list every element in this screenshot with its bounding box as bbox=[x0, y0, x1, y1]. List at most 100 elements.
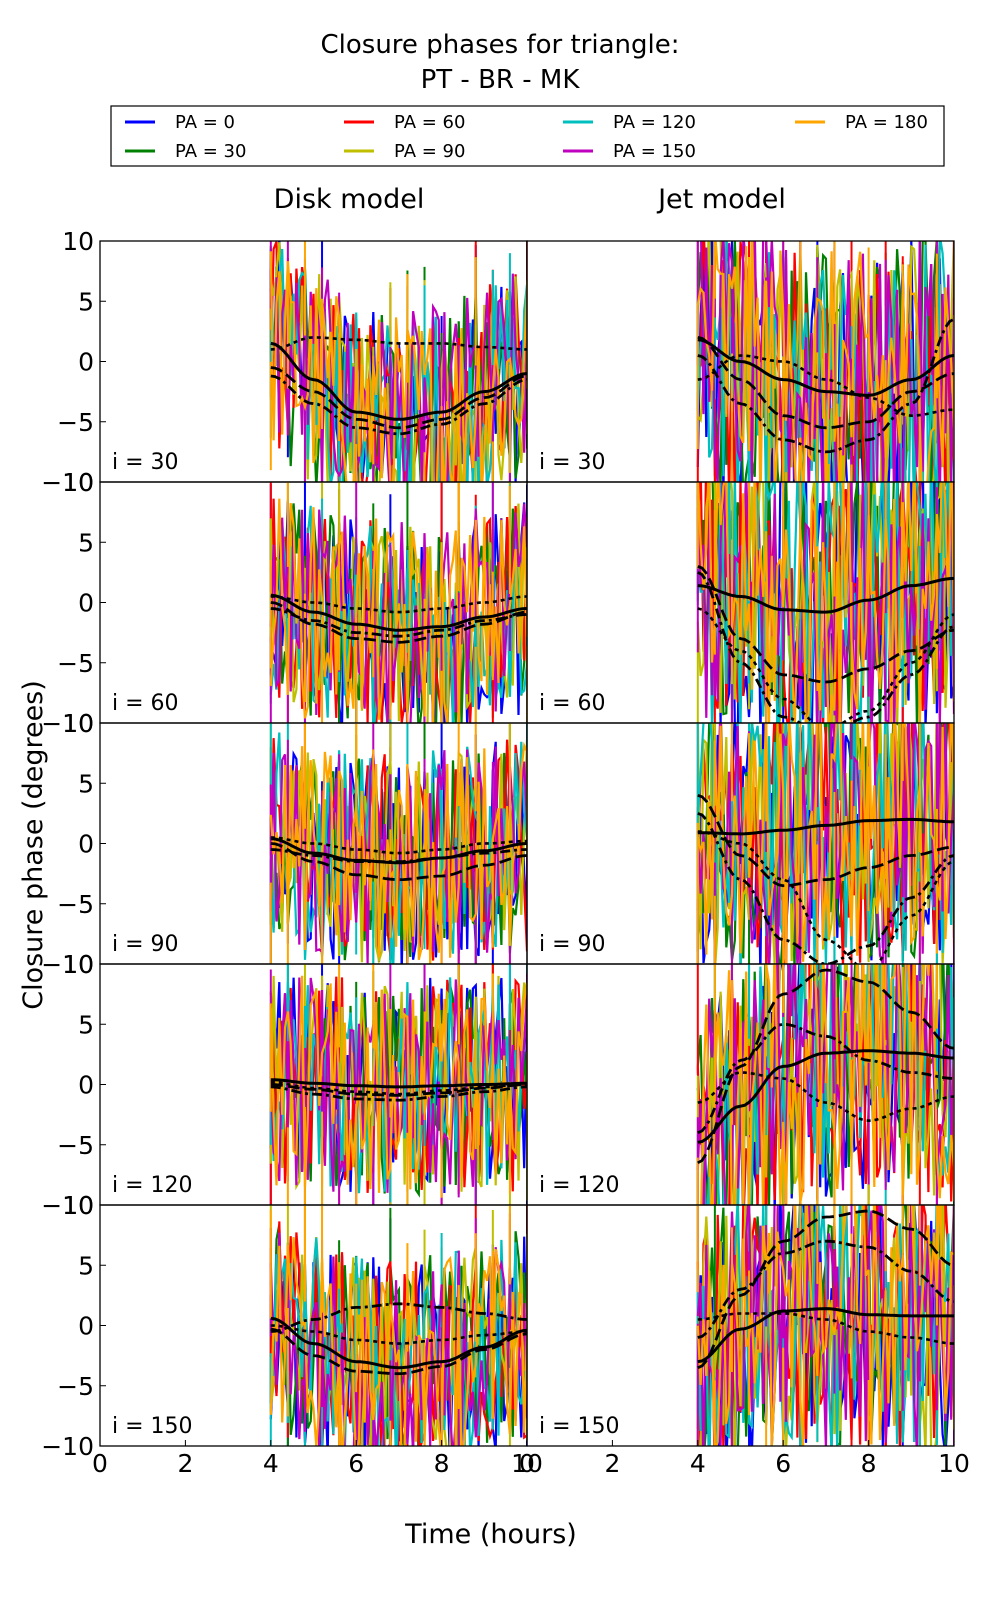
model-curve bbox=[270, 1085, 527, 1102]
x-tick-label: 6 bbox=[775, 1449, 791, 1478]
series-pa-60 bbox=[696, 723, 954, 964]
x-tick-label: 10 bbox=[938, 1449, 970, 1478]
y-tick-label: −10 bbox=[41, 709, 94, 738]
y-tick-label: −10 bbox=[41, 1432, 94, 1461]
y-tick-label: −10 bbox=[41, 1191, 94, 1220]
inclination-label: i = 60 bbox=[112, 691, 179, 716]
legend-entry-label: PA = 180 bbox=[845, 112, 928, 133]
model-curve bbox=[697, 817, 954, 836]
model-curve bbox=[270, 1078, 527, 1089]
model-curve bbox=[270, 836, 527, 855]
column-title-jet: Jet model bbox=[656, 184, 786, 215]
model-curve bbox=[697, 793, 954, 888]
panel-frame bbox=[526, 1204, 955, 1447]
chart-title-line-2: PT - BR - MK bbox=[421, 65, 581, 95]
panel-disk-i60: i = 60 bbox=[99, 481, 528, 724]
series-pa-120 bbox=[696, 241, 954, 482]
x-tick-label: 10 bbox=[511, 1449, 543, 1478]
y-tick-label: −10 bbox=[41, 468, 94, 497]
panel-jet-i90: i = 90 bbox=[526, 722, 955, 965]
model-curve bbox=[270, 848, 527, 863]
series-pa-60 bbox=[269, 241, 527, 482]
y-tick-label: 0 bbox=[78, 1312, 94, 1341]
column-title-disk: Disk model bbox=[274, 184, 425, 215]
series-pa-180 bbox=[696, 241, 954, 482]
panel-disk-i120: i = 120 bbox=[99, 963, 528, 1206]
series-pa-180 bbox=[696, 1205, 954, 1446]
model-curve bbox=[697, 812, 954, 964]
series-pa-60 bbox=[696, 241, 954, 482]
tick-labels: −10−50510−10−50510−10−50510−10−50510−10−… bbox=[41, 227, 970, 1478]
x-tick-label: 4 bbox=[263, 1449, 279, 1478]
model-curve bbox=[697, 1049, 954, 1144]
model-curve bbox=[270, 1324, 527, 1345]
panel-disk-i90: i = 90 bbox=[99, 722, 528, 965]
panel-jet-i60: i = 60 bbox=[526, 481, 955, 724]
y-tick-label: −5 bbox=[57, 649, 94, 678]
panel-jet-i150: i = 150 bbox=[526, 1204, 955, 1447]
inclination-label: i = 150 bbox=[539, 1414, 620, 1439]
inclination-label: i = 60 bbox=[539, 691, 606, 716]
x-tick-label: 8 bbox=[861, 1449, 877, 1478]
x-tick-label: 6 bbox=[348, 1449, 364, 1478]
y-tick-label: −5 bbox=[57, 408, 94, 437]
model-curve bbox=[270, 1302, 527, 1333]
x-tick-label: 2 bbox=[604, 1449, 620, 1478]
panel-disk-i30: i = 30 bbox=[99, 240, 528, 483]
model-curve bbox=[270, 842, 527, 881]
x-tick-label: 0 bbox=[92, 1449, 108, 1478]
model-curve bbox=[270, 601, 527, 644]
series-pa-150 bbox=[696, 1205, 954, 1446]
model-curve bbox=[270, 593, 527, 632]
y-tick-label: 0 bbox=[78, 1071, 94, 1100]
series-pa-180 bbox=[269, 741, 527, 964]
model-curve bbox=[270, 607, 527, 638]
model-curve bbox=[697, 1209, 954, 1369]
model-curve bbox=[270, 1327, 527, 1376]
x-axis-label: Time (hours) bbox=[404, 1519, 577, 1550]
inclination-label: i = 120 bbox=[539, 1173, 620, 1198]
model-curve bbox=[270, 366, 527, 430]
y-tick-label: −10 bbox=[41, 950, 94, 979]
y-tick-label: 0 bbox=[78, 589, 94, 618]
model-curve bbox=[270, 374, 527, 436]
x-tick-label: 4 bbox=[690, 1449, 706, 1478]
series-pa-30 bbox=[269, 1224, 527, 1446]
y-tick-label: 0 bbox=[78, 348, 94, 377]
model-curve bbox=[697, 1312, 954, 1345]
y-tick-label: 5 bbox=[78, 287, 94, 316]
panel-jet-i120: i = 120 bbox=[526, 963, 955, 1206]
series-pa-180 bbox=[269, 498, 527, 723]
inclination-label: i = 90 bbox=[112, 932, 179, 957]
y-tick-label: 5 bbox=[78, 1010, 94, 1039]
model-curve bbox=[697, 318, 954, 454]
series-pa-120 bbox=[269, 732, 527, 964]
series-pa-150 bbox=[269, 1232, 527, 1446]
legend-entry-label: PA = 0 bbox=[175, 112, 235, 133]
model-curve bbox=[697, 1307, 954, 1364]
model-curve bbox=[697, 830, 954, 964]
y-tick-label: −5 bbox=[57, 890, 94, 919]
y-tick-label: 5 bbox=[78, 528, 94, 557]
model-curve bbox=[697, 576, 954, 614]
y-tick-label: 10 bbox=[62, 709, 94, 738]
model-curve bbox=[270, 595, 527, 614]
y-tick-label: 5 bbox=[78, 1251, 94, 1280]
x-tick-label: 2 bbox=[177, 1449, 193, 1478]
inclination-label: i = 90 bbox=[539, 932, 606, 957]
y-tick-label: −5 bbox=[57, 1131, 94, 1160]
model-curve bbox=[697, 1071, 954, 1123]
series-pa-180 bbox=[696, 482, 954, 723]
series-pa-180 bbox=[269, 251, 527, 482]
series-pa-180 bbox=[696, 723, 954, 964]
chart-title-line-1: Closure phases for triangle: bbox=[321, 30, 680, 60]
legend: PA = 0 PA = 30 PA = 60 PA = 90 PA = 120 PA = … bbox=[110, 105, 945, 167]
inclination-label: i = 30 bbox=[112, 450, 179, 475]
model-curve bbox=[270, 341, 527, 421]
model-curve bbox=[697, 336, 954, 430]
panel-disk-i150: i = 150 bbox=[99, 1204, 528, 1447]
model-curve bbox=[697, 1022, 954, 1134]
legend-frame bbox=[110, 105, 945, 167]
y-axis-label: Closure phase (degrees) bbox=[18, 680, 49, 1010]
